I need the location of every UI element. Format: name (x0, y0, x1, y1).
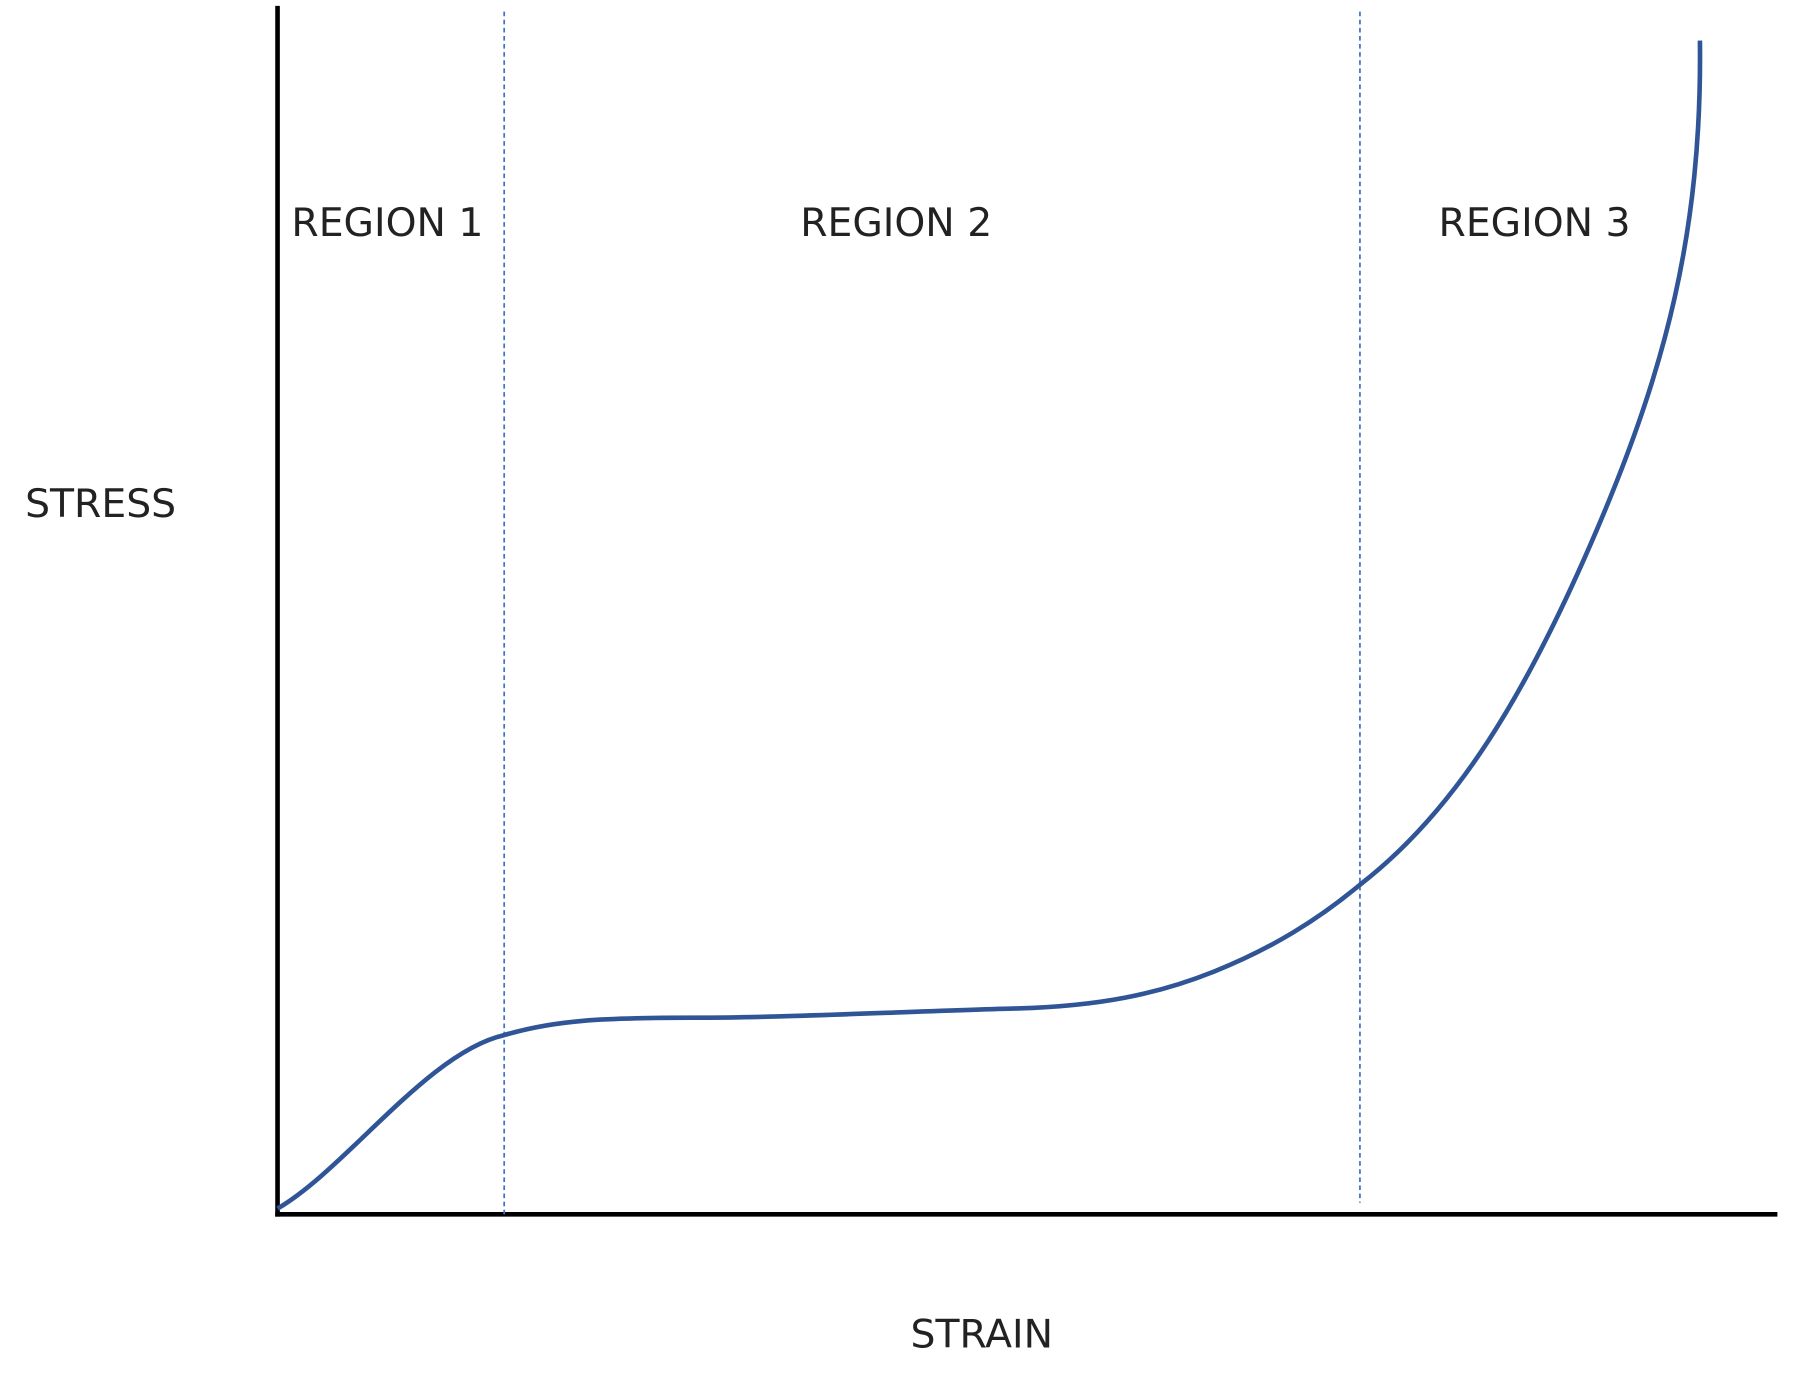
y-axis-label: STRESS (25, 482, 176, 527)
x-axis-label: STRAIN (911, 1312, 1054, 1357)
region-label: REGION 1 (291, 201, 483, 246)
region-label: REGION 2 (800, 201, 992, 246)
region-label: REGION 3 (1439, 201, 1631, 246)
stress-strain-curve (276, 40, 1703, 1211)
